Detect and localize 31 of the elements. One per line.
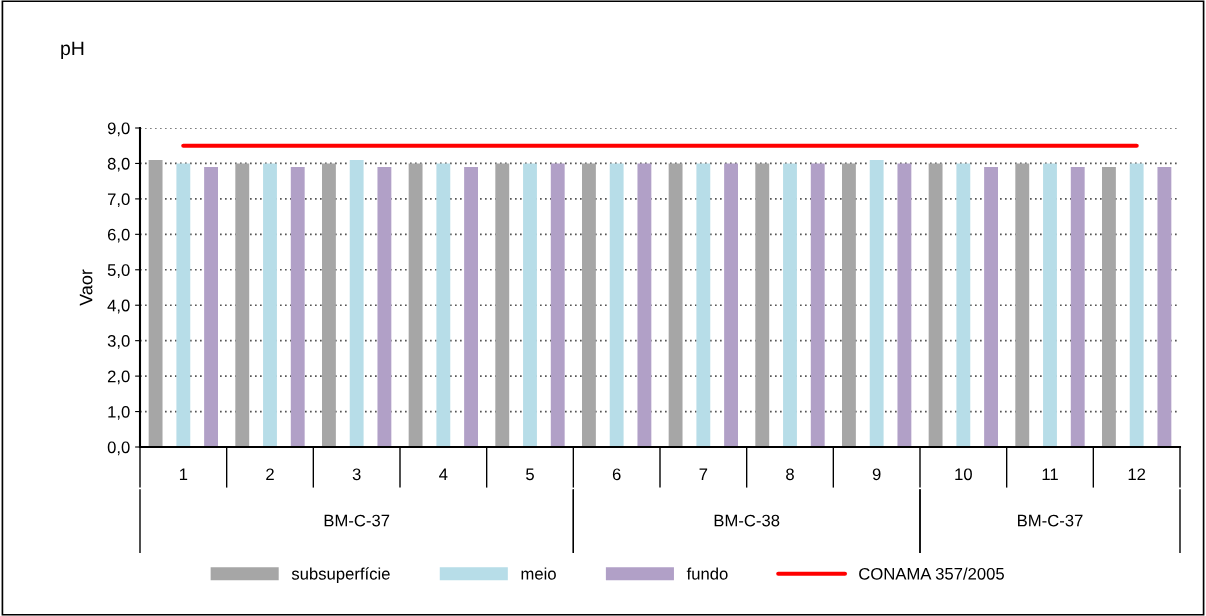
y-tick-label: 7,0 [107,193,130,208]
chart-title: pH [61,41,84,60]
text: BM-C-38 [714,514,780,527]
y-tick-label: 9,0 [107,122,130,137]
x-tick-label: 5 [526,468,534,481]
x-tick-label: 11 [1042,468,1058,481]
y-tick-label: 2,0 [107,370,130,385]
y-tick-label: 6,0 [107,228,130,243]
legend-label: meio [521,567,556,580]
text: BM-C-37 [1018,514,1083,527]
x-tick-label: 9 [872,468,881,481]
y-tick-label: 3,0 [107,335,130,349]
legend-label: subsuperfície [291,567,390,583]
y-tick-label: 0,0 [107,441,130,456]
x-tick-label: 3 [352,468,361,481]
x-tick-label: 6 [612,468,621,481]
x-tick-label: 7 [699,468,708,481]
y-tick-label: 1,0 [108,405,130,420]
legend-label: CONAMA 357/2005 [859,567,1004,580]
x-tick-label: 8 [786,468,794,481]
x-tick-label: 10 [955,468,972,481]
x-tick-label: 1 [179,468,188,481]
x-tick-label: 2 [266,468,274,481]
y-tick-label: 8,0 [107,157,130,172]
legend-label: fundo [686,567,728,580]
y-tick-label: 5,0 [107,264,130,278]
y-tick-label: 4,0 [107,299,130,314]
x-tick-label: 12 [1128,468,1146,481]
text: BM-C-37 [324,514,390,527]
x-tick-label: 4 [439,468,448,481]
y-axis-title: Vaor [79,269,93,306]
